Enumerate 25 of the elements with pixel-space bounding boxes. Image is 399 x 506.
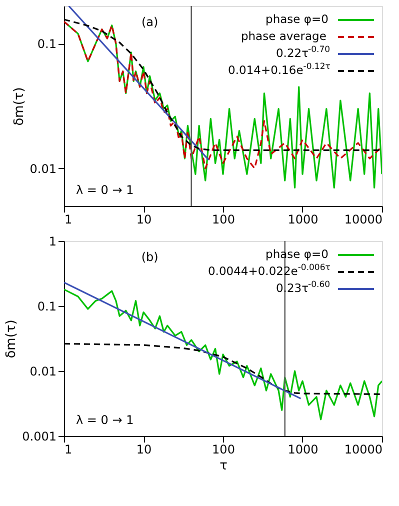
x-axis-title: τ (220, 458, 228, 474)
x-tick-label: 10000 (344, 442, 382, 456)
legend-label: phase φ=0 (266, 12, 328, 26)
legend-label: phase average (240, 29, 326, 43)
annotation: λ = 0 → 1 (76, 183, 134, 197)
x-tick-label: 100 (212, 442, 235, 456)
x-tick-label: 10000 (344, 212, 382, 226)
y-tick-label: 1 (48, 234, 56, 248)
x-tick-label: 100 (212, 212, 235, 226)
y-tick-label: 0.01 (30, 162, 56, 176)
x-tick-label: 10 (136, 212, 152, 226)
y-tick-label: 0.001 (22, 430, 56, 444)
x-tick-label: 10 (136, 442, 152, 456)
y-axis-title: δm(τ) (12, 87, 27, 126)
x-tick-label: 1 (64, 212, 72, 226)
y-tick-label: 0.01 (30, 364, 56, 378)
annotation: (b) (141, 250, 158, 264)
annotation: λ = 0 → 1 (76, 413, 134, 427)
y-tick-label: 0.1 (37, 37, 56, 52)
y-axis-title: δm(τ) (4, 320, 20, 358)
annotation: (a) (142, 15, 158, 29)
x-tick-label: 1000 (288, 212, 318, 226)
x-tick-label: 1000 (288, 442, 318, 456)
x-tick-label: 1 (64, 442, 72, 456)
y-tick-label: 0.1 (37, 300, 56, 314)
